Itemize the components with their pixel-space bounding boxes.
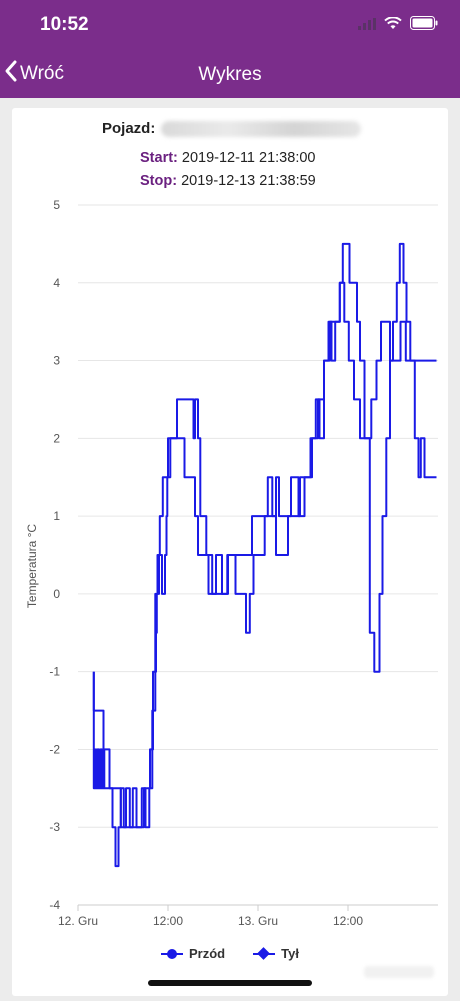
y-tick-label: 4 [53,276,60,290]
vehicle-name-redacted [161,120,362,137]
x-tick-label: 12:00 [153,914,183,928]
y-tick-label: 2 [53,431,60,445]
stop-row: Stop: 2019-12-13 21:38:59 [140,173,316,189]
y-tick-label: 0 [53,587,60,601]
chart-legend: Przód Tył [12,946,448,961]
y-tick-label: -3 [49,820,60,834]
status-icons [358,15,438,35]
series-line-rear [92,281,437,868]
page-title: Wykres [198,64,262,85]
legend-label-rear: Tył [281,946,299,961]
y-tick-label: -1 [49,665,60,679]
back-label: Wróć [20,63,64,84]
signal-icon [358,17,376,35]
back-button[interactable]: Wróć [4,60,64,88]
y-tick-label: -2 [49,742,60,756]
legend-item-rear[interactable]: Tył [253,946,299,961]
x-tick-label: 12. Gru [58,914,98,928]
series-line-front [92,242,437,829]
stop-label: Stop: [140,173,178,189]
status-time: 10:52 [40,14,89,35]
y-tick-label: 5 [53,198,60,212]
chevron-left-icon [4,59,18,89]
start-value: 2019-12-11 21:38:00 [181,150,316,166]
y-axis-label: Temperatura °C [25,524,39,608]
start-label: Start: [140,150,178,166]
legend-label-front: Przód [189,946,226,961]
watermark-logo [364,966,434,978]
x-tick-label: 13. Gru [238,914,278,928]
temperature-chart[interactable]: 5 4 3 2 1 0 -1 -2 -3 -4 12. Gru 12:00 13. Gru 12:00 … [12,108,448,996]
home-indicator [148,980,312,986]
stop-value: 2019-12-13 21:38:59 [181,173,316,189]
vehicle-label: Pojazd: [102,120,156,137]
y-tick-label: 3 [53,354,60,368]
legend-item-front[interactable]: Przód [161,946,225,961]
diamond-marker-icon [253,946,276,960]
status-bar: 10:52 [0,0,460,50]
y-tick-label: 1 [53,509,60,523]
circle-marker-icon [161,948,184,960]
vehicle-row: Pojazd: [102,120,362,137]
x-tick-label: 12:00 [333,914,363,928]
start-row: Start: 2019-12-11 21:38:00 [140,150,315,166]
navigation-bar: Wróć Wykres [0,50,460,98]
wifi-icon [384,15,402,35]
y-tick-label: -4 [49,898,60,912]
battery-icon [410,16,438,35]
chart-card: Pojazd: Start: 2019-12-11 21:38:00 Stop:… [12,108,448,996]
